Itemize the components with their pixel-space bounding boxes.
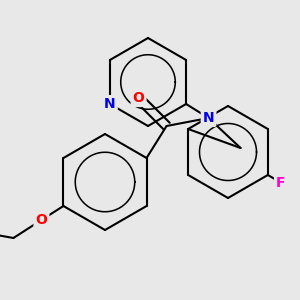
Text: O: O bbox=[35, 213, 47, 227]
Text: N: N bbox=[104, 97, 116, 111]
Text: O: O bbox=[133, 91, 145, 105]
Text: F: F bbox=[276, 176, 286, 190]
Text: N: N bbox=[203, 111, 214, 125]
